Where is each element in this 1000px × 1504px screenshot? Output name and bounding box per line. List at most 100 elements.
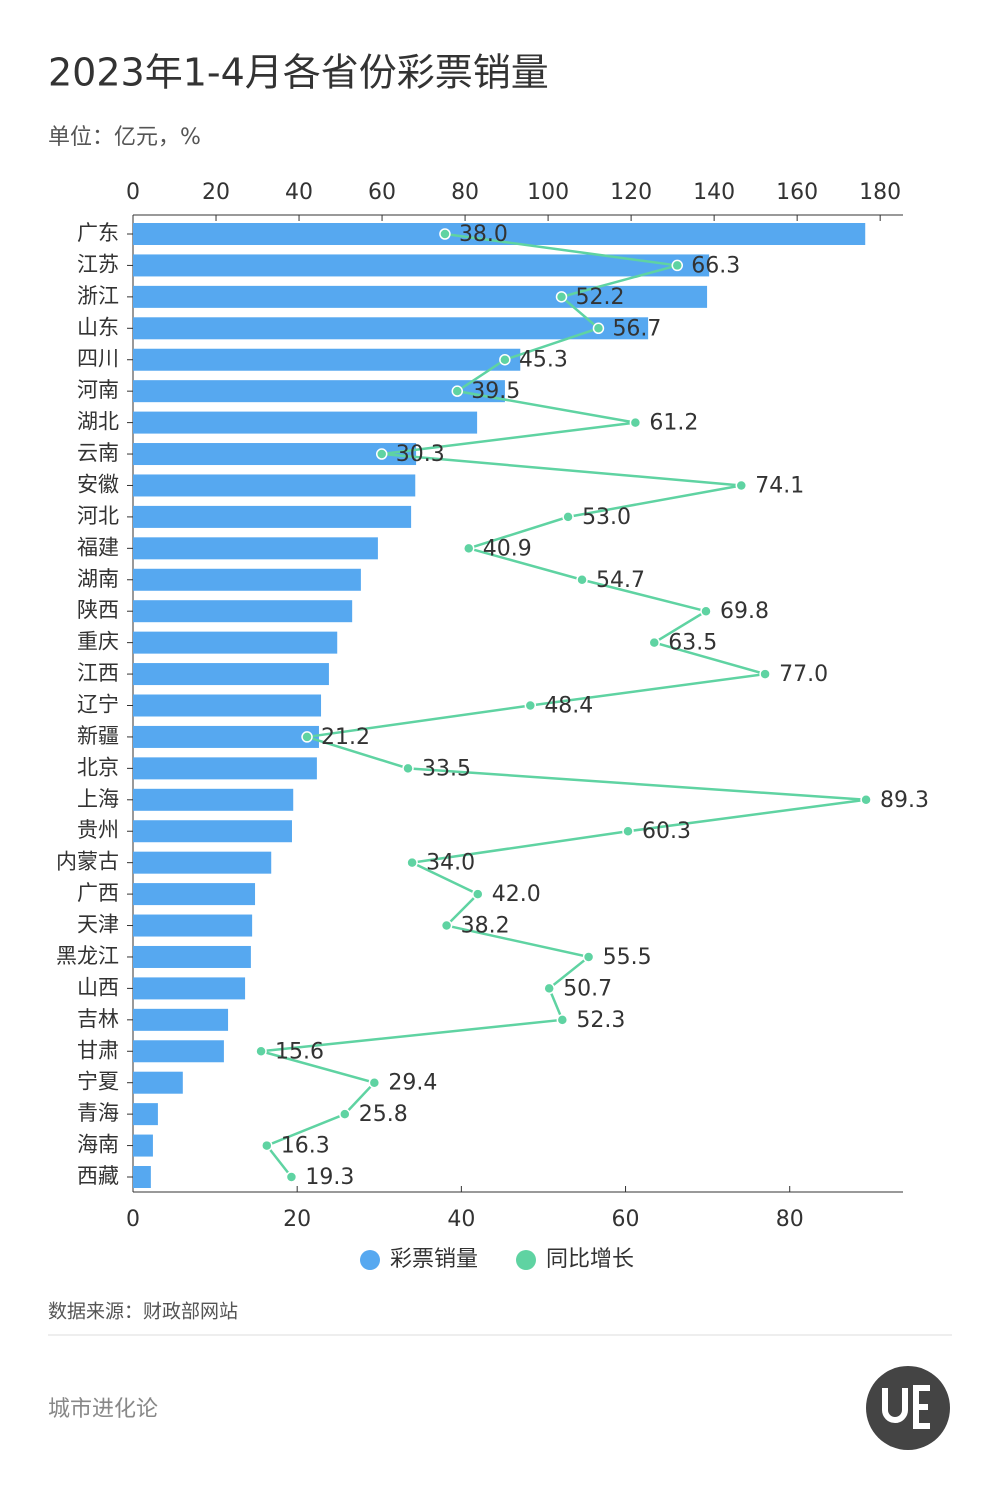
legend-swatch — [516, 1250, 536, 1270]
point — [592, 322, 605, 335]
point — [556, 1014, 569, 1026]
bar — [133, 788, 294, 811]
y-tick-label: 黑龙江 — [56, 944, 119, 968]
point — [582, 951, 595, 963]
point — [543, 982, 555, 995]
point — [576, 574, 588, 586]
data-label: 33.5 — [422, 756, 471, 781]
x2-tick-label: 20 — [283, 1207, 311, 1232]
point — [499, 353, 511, 366]
bar — [133, 380, 505, 403]
point — [368, 1076, 381, 1089]
y-tick-label: 山东 — [77, 315, 119, 339]
point — [402, 762, 414, 775]
data-label: 30.3 — [396, 442, 445, 467]
bar — [133, 1008, 229, 1031]
y-tick-label: 河北 — [77, 504, 119, 528]
y-tick-label: 甘肃 — [77, 1038, 119, 1062]
data-label: 77.0 — [779, 662, 828, 687]
bar — [133, 945, 251, 968]
y-tick-label: 湖北 — [77, 410, 119, 434]
point — [255, 1045, 267, 1058]
y-tick-label: 贵州 — [77, 818, 119, 842]
point — [622, 825, 634, 837]
data-label: 25.8 — [359, 1102, 408, 1127]
point — [759, 668, 771, 680]
bar — [133, 1071, 183, 1094]
point — [462, 542, 475, 555]
data-label: 60.3 — [642, 819, 691, 844]
bar — [133, 631, 338, 654]
bar — [133, 317, 649, 340]
x-tick-label: 40 — [285, 180, 313, 205]
point — [439, 228, 451, 240]
data-label: 55.5 — [603, 945, 652, 970]
y-tick-label: 福建 — [77, 535, 119, 559]
bar — [133, 411, 478, 434]
y-tick-label: 辽宁 — [77, 693, 119, 717]
y-tick-label: 宁夏 — [77, 1070, 119, 1094]
data-label: 42.0 — [492, 882, 541, 907]
bar — [133, 285, 708, 308]
data-label: 63.5 — [668, 631, 717, 656]
point — [285, 1171, 298, 1183]
data-label: 39.5 — [471, 379, 520, 404]
bar — [133, 977, 246, 1000]
x-tick-label: 0 — [126, 180, 140, 205]
bar — [133, 600, 353, 623]
data-label: 69.8 — [720, 599, 769, 624]
point — [700, 605, 712, 617]
data-label: 53.0 — [582, 505, 631, 530]
bar — [133, 1166, 151, 1188]
y-tick-label: 青海 — [77, 1101, 119, 1125]
bar — [133, 348, 521, 371]
bar — [133, 820, 292, 843]
y-tick-label: 四川 — [77, 347, 119, 371]
point — [524, 699, 537, 712]
data-label: 34.0 — [426, 851, 475, 876]
data-label: 89.3 — [880, 788, 929, 813]
y-tick-label: 重庆 — [77, 630, 119, 654]
bar — [133, 505, 412, 528]
y-tick-label: 湖南 — [77, 567, 119, 591]
source: 数据来源：财政部网站 — [48, 1301, 238, 1323]
chart-title: 2023年1-4月各省份彩票销量 — [48, 51, 549, 95]
bar — [133, 883, 256, 906]
y-tick-label: 新疆 — [77, 724, 119, 748]
y-tick-label: 内蒙古 — [56, 850, 119, 874]
bar — [133, 851, 272, 874]
y-tick-label: 浙江 — [77, 284, 119, 308]
point — [406, 856, 418, 869]
point — [375, 448, 388, 460]
y-tick-label: 山西 — [77, 975, 119, 999]
data-label: 52.3 — [576, 1008, 625, 1033]
data-label: 16.3 — [281, 1134, 330, 1159]
point — [261, 1139, 273, 1152]
point — [339, 1108, 351, 1120]
data-label: 52.2 — [576, 285, 625, 310]
point — [629, 416, 642, 429]
data-label: 38.0 — [459, 222, 508, 247]
x2-tick-label: 60 — [612, 1207, 640, 1232]
point — [555, 291, 568, 303]
data-label: 15.6 — [275, 1039, 324, 1064]
x-tick-label: 180 — [859, 180, 901, 205]
bar — [133, 1103, 158, 1126]
y-tick-label: 北京 — [77, 755, 119, 779]
x-tick-label: 140 — [693, 180, 735, 205]
y-tick-label: 江苏 — [77, 252, 119, 276]
x-tick-label: 100 — [527, 180, 569, 205]
bar — [133, 757, 317, 780]
bar — [133, 914, 253, 937]
bar — [133, 254, 710, 277]
point — [860, 794, 872, 806]
y-tick-label: 西藏 — [77, 1164, 119, 1188]
data-label: 56.7 — [612, 316, 661, 341]
legend-swatch — [360, 1250, 380, 1270]
data-label: 38.2 — [461, 914, 510, 939]
data-label: 74.1 — [755, 473, 804, 498]
bar — [133, 568, 361, 591]
legend-label: 同比增长 — [546, 1247, 634, 1272]
